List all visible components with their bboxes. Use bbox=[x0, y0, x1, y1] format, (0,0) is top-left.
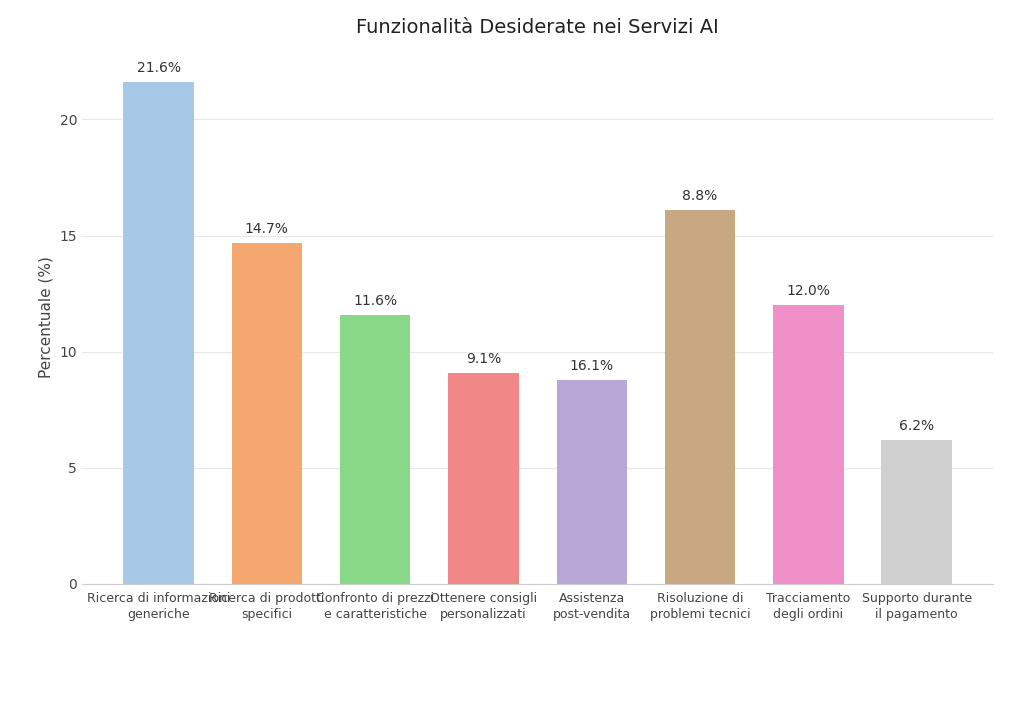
Text: 11.6%: 11.6% bbox=[353, 293, 397, 308]
Text: 6.2%: 6.2% bbox=[899, 419, 934, 433]
Text: 12.0%: 12.0% bbox=[786, 284, 830, 298]
Bar bbox=[665, 210, 735, 584]
Text: 16.1%: 16.1% bbox=[569, 359, 613, 372]
Text: 8.8%: 8.8% bbox=[682, 189, 718, 203]
Bar bbox=[449, 372, 518, 584]
Bar bbox=[557, 379, 627, 584]
Bar bbox=[123, 83, 194, 584]
Bar bbox=[231, 243, 302, 584]
Text: 9.1%: 9.1% bbox=[466, 352, 501, 365]
Text: 14.7%: 14.7% bbox=[245, 221, 289, 236]
Bar bbox=[773, 305, 844, 584]
Bar bbox=[882, 440, 952, 584]
Text: 21.6%: 21.6% bbox=[136, 61, 180, 75]
Title: Funzionalità Desiderate nei Servizi AI: Funzionalità Desiderate nei Servizi AI bbox=[356, 19, 719, 37]
Y-axis label: Percentuale (%): Percentuale (%) bbox=[39, 256, 54, 378]
Bar bbox=[340, 315, 411, 584]
